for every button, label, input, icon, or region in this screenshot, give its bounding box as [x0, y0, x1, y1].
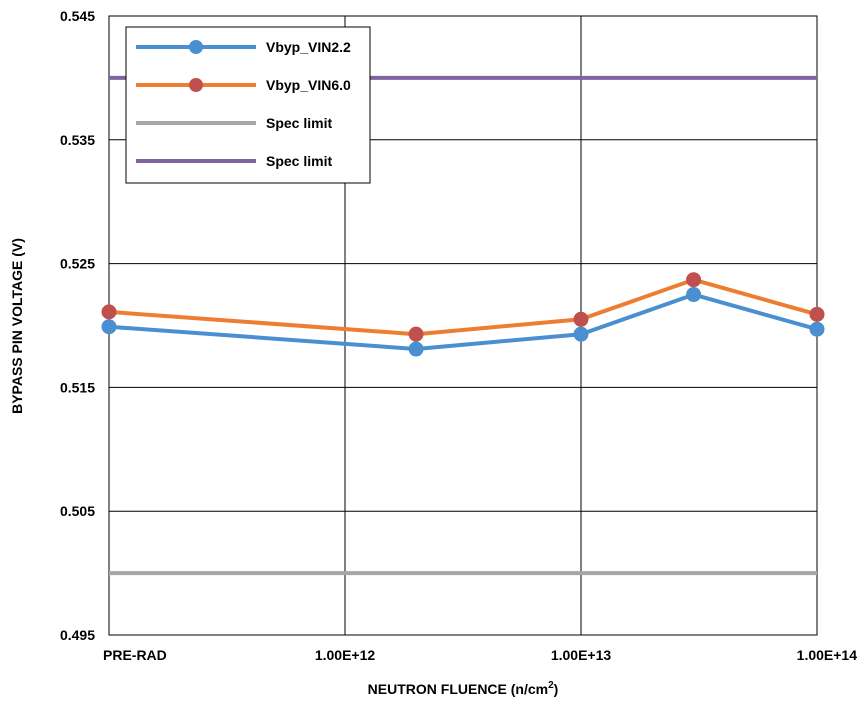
data-point [408, 341, 424, 357]
x-tick-labels: PRE-RAD 1.00E+12 1.00E+13 1.00E+14 [103, 647, 857, 663]
legend-swatch-marker [189, 40, 203, 54]
y-tick-label: 0.525 [60, 256, 95, 272]
legend-swatch-marker [189, 78, 203, 92]
data-point [809, 321, 825, 337]
x-axis-title-text: NEUTRON FLUENCE (n/cm [368, 681, 548, 697]
x-tick-label: 1.00E+12 [315, 647, 376, 663]
data-point [101, 319, 117, 335]
data-point [101, 304, 117, 320]
data-point [573, 311, 589, 327]
x-tick-label: 1.00E+14 [797, 647, 858, 663]
x-axis-title-superscript: 2 [548, 680, 554, 691]
legend-label: Vbyp_VIN6.0 [266, 77, 351, 93]
x-axis-title-close: ) [554, 681, 559, 697]
y-tick-label: 0.505 [60, 503, 95, 519]
data-point [809, 306, 825, 322]
series-line [108, 277, 818, 337]
data-point [686, 272, 702, 288]
y-tick-labels: 0.495 0.505 0.515 0.525 0.535 0.545 [60, 8, 95, 643]
y-tick-label: 0.515 [60, 379, 95, 395]
legend-label: Spec limit [266, 115, 332, 131]
x-tick-label: 1.00E+13 [551, 647, 612, 663]
x-tick-label: PRE-RAD [103, 647, 167, 663]
legend-label: Vbyp_VIN2.2 [266, 39, 351, 55]
y-tick-label: 0.535 [60, 132, 95, 148]
data-point [573, 326, 589, 342]
y-axis-title: BYPASS PIN VOLTAGE (V) [9, 238, 25, 414]
y-tick-label: 0.545 [60, 8, 95, 24]
legend-label: Spec limit [266, 153, 332, 169]
data-point [408, 326, 424, 342]
legend: Vbyp_VIN2.2 Vbyp_VIN6.0 Spec limit Spec lim… [125, 26, 371, 184]
y-tick-label: 0.495 [60, 627, 95, 643]
series-line [108, 292, 818, 351]
legend-box [125, 26, 371, 184]
data-point [686, 287, 702, 303]
x-axis-title: NEUTRON FLUENCE (n/cm2) [368, 680, 559, 697]
